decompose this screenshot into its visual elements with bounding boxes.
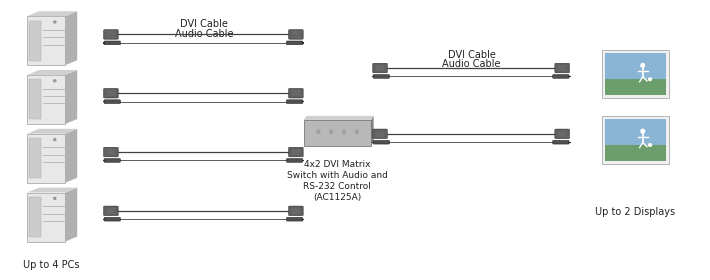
Ellipse shape bbox=[648, 78, 652, 80]
FancyBboxPatch shape bbox=[288, 147, 303, 157]
Polygon shape bbox=[304, 116, 373, 120]
Polygon shape bbox=[65, 188, 77, 241]
FancyBboxPatch shape bbox=[104, 147, 118, 157]
Bar bbox=[28, 20, 41, 61]
Text: DVI Cable: DVI Cable bbox=[180, 19, 228, 29]
Ellipse shape bbox=[54, 139, 56, 141]
Bar bbox=[568, 142, 571, 143]
Bar bbox=[27, 134, 65, 183]
Text: DVI Cable: DVI Cable bbox=[447, 50, 496, 60]
Bar bbox=[102, 42, 105, 44]
FancyBboxPatch shape bbox=[286, 100, 303, 103]
FancyBboxPatch shape bbox=[373, 140, 390, 144]
Bar bbox=[602, 50, 669, 98]
FancyBboxPatch shape bbox=[288, 30, 303, 39]
FancyBboxPatch shape bbox=[104, 100, 120, 103]
Bar bbox=[27, 16, 65, 65]
Polygon shape bbox=[27, 70, 77, 75]
FancyBboxPatch shape bbox=[373, 74, 390, 78]
Bar bbox=[27, 75, 65, 124]
Polygon shape bbox=[27, 129, 77, 134]
Bar bbox=[371, 76, 374, 77]
FancyBboxPatch shape bbox=[555, 129, 569, 139]
Bar bbox=[605, 145, 666, 161]
Bar bbox=[302, 160, 305, 161]
Polygon shape bbox=[371, 116, 373, 146]
Ellipse shape bbox=[329, 129, 333, 134]
FancyBboxPatch shape bbox=[553, 140, 569, 144]
Text: Up to 4 PCs: Up to 4 PCs bbox=[23, 260, 80, 270]
Bar bbox=[28, 197, 41, 237]
Ellipse shape bbox=[641, 64, 645, 67]
FancyBboxPatch shape bbox=[288, 206, 303, 216]
Text: Audio Cable: Audio Cable bbox=[175, 29, 233, 39]
Ellipse shape bbox=[317, 129, 320, 134]
FancyBboxPatch shape bbox=[104, 41, 120, 45]
Text: Up to 2 Displays: Up to 2 Displays bbox=[596, 207, 675, 217]
FancyBboxPatch shape bbox=[286, 217, 303, 221]
Polygon shape bbox=[65, 11, 77, 65]
Bar bbox=[605, 53, 666, 79]
Bar bbox=[302, 218, 305, 220]
Bar bbox=[605, 119, 666, 145]
FancyBboxPatch shape bbox=[104, 88, 118, 98]
FancyBboxPatch shape bbox=[286, 41, 303, 45]
Polygon shape bbox=[27, 188, 77, 193]
Ellipse shape bbox=[54, 197, 56, 199]
Bar bbox=[371, 142, 374, 143]
FancyBboxPatch shape bbox=[373, 129, 388, 139]
FancyBboxPatch shape bbox=[104, 206, 118, 216]
Ellipse shape bbox=[355, 129, 359, 134]
Text: Audio Cable: Audio Cable bbox=[442, 59, 501, 69]
Bar bbox=[102, 101, 105, 102]
FancyBboxPatch shape bbox=[288, 88, 303, 98]
FancyBboxPatch shape bbox=[555, 63, 569, 73]
Ellipse shape bbox=[54, 21, 56, 23]
Ellipse shape bbox=[342, 129, 346, 134]
Text: 4x2 DVI Matrix
Switch with Audio and
RS-232 Control
(AC1125A): 4x2 DVI Matrix Switch with Audio and RS-… bbox=[287, 160, 388, 202]
Bar bbox=[605, 79, 666, 95]
FancyBboxPatch shape bbox=[104, 217, 120, 221]
Bar bbox=[302, 101, 305, 102]
Polygon shape bbox=[27, 11, 77, 16]
Bar bbox=[102, 160, 105, 161]
FancyBboxPatch shape bbox=[104, 158, 120, 162]
FancyBboxPatch shape bbox=[104, 30, 118, 39]
Bar bbox=[27, 193, 65, 241]
FancyBboxPatch shape bbox=[373, 63, 388, 73]
Bar bbox=[302, 42, 305, 44]
Ellipse shape bbox=[54, 80, 56, 82]
Bar bbox=[568, 76, 571, 77]
Bar bbox=[28, 138, 41, 178]
Polygon shape bbox=[65, 129, 77, 183]
FancyBboxPatch shape bbox=[286, 158, 303, 162]
Ellipse shape bbox=[641, 129, 645, 133]
Bar bbox=[102, 218, 105, 220]
Ellipse shape bbox=[648, 144, 652, 146]
Bar bbox=[28, 79, 41, 120]
Bar bbox=[304, 120, 371, 146]
Polygon shape bbox=[65, 70, 77, 124]
Bar bbox=[602, 116, 669, 164]
FancyBboxPatch shape bbox=[553, 74, 569, 78]
